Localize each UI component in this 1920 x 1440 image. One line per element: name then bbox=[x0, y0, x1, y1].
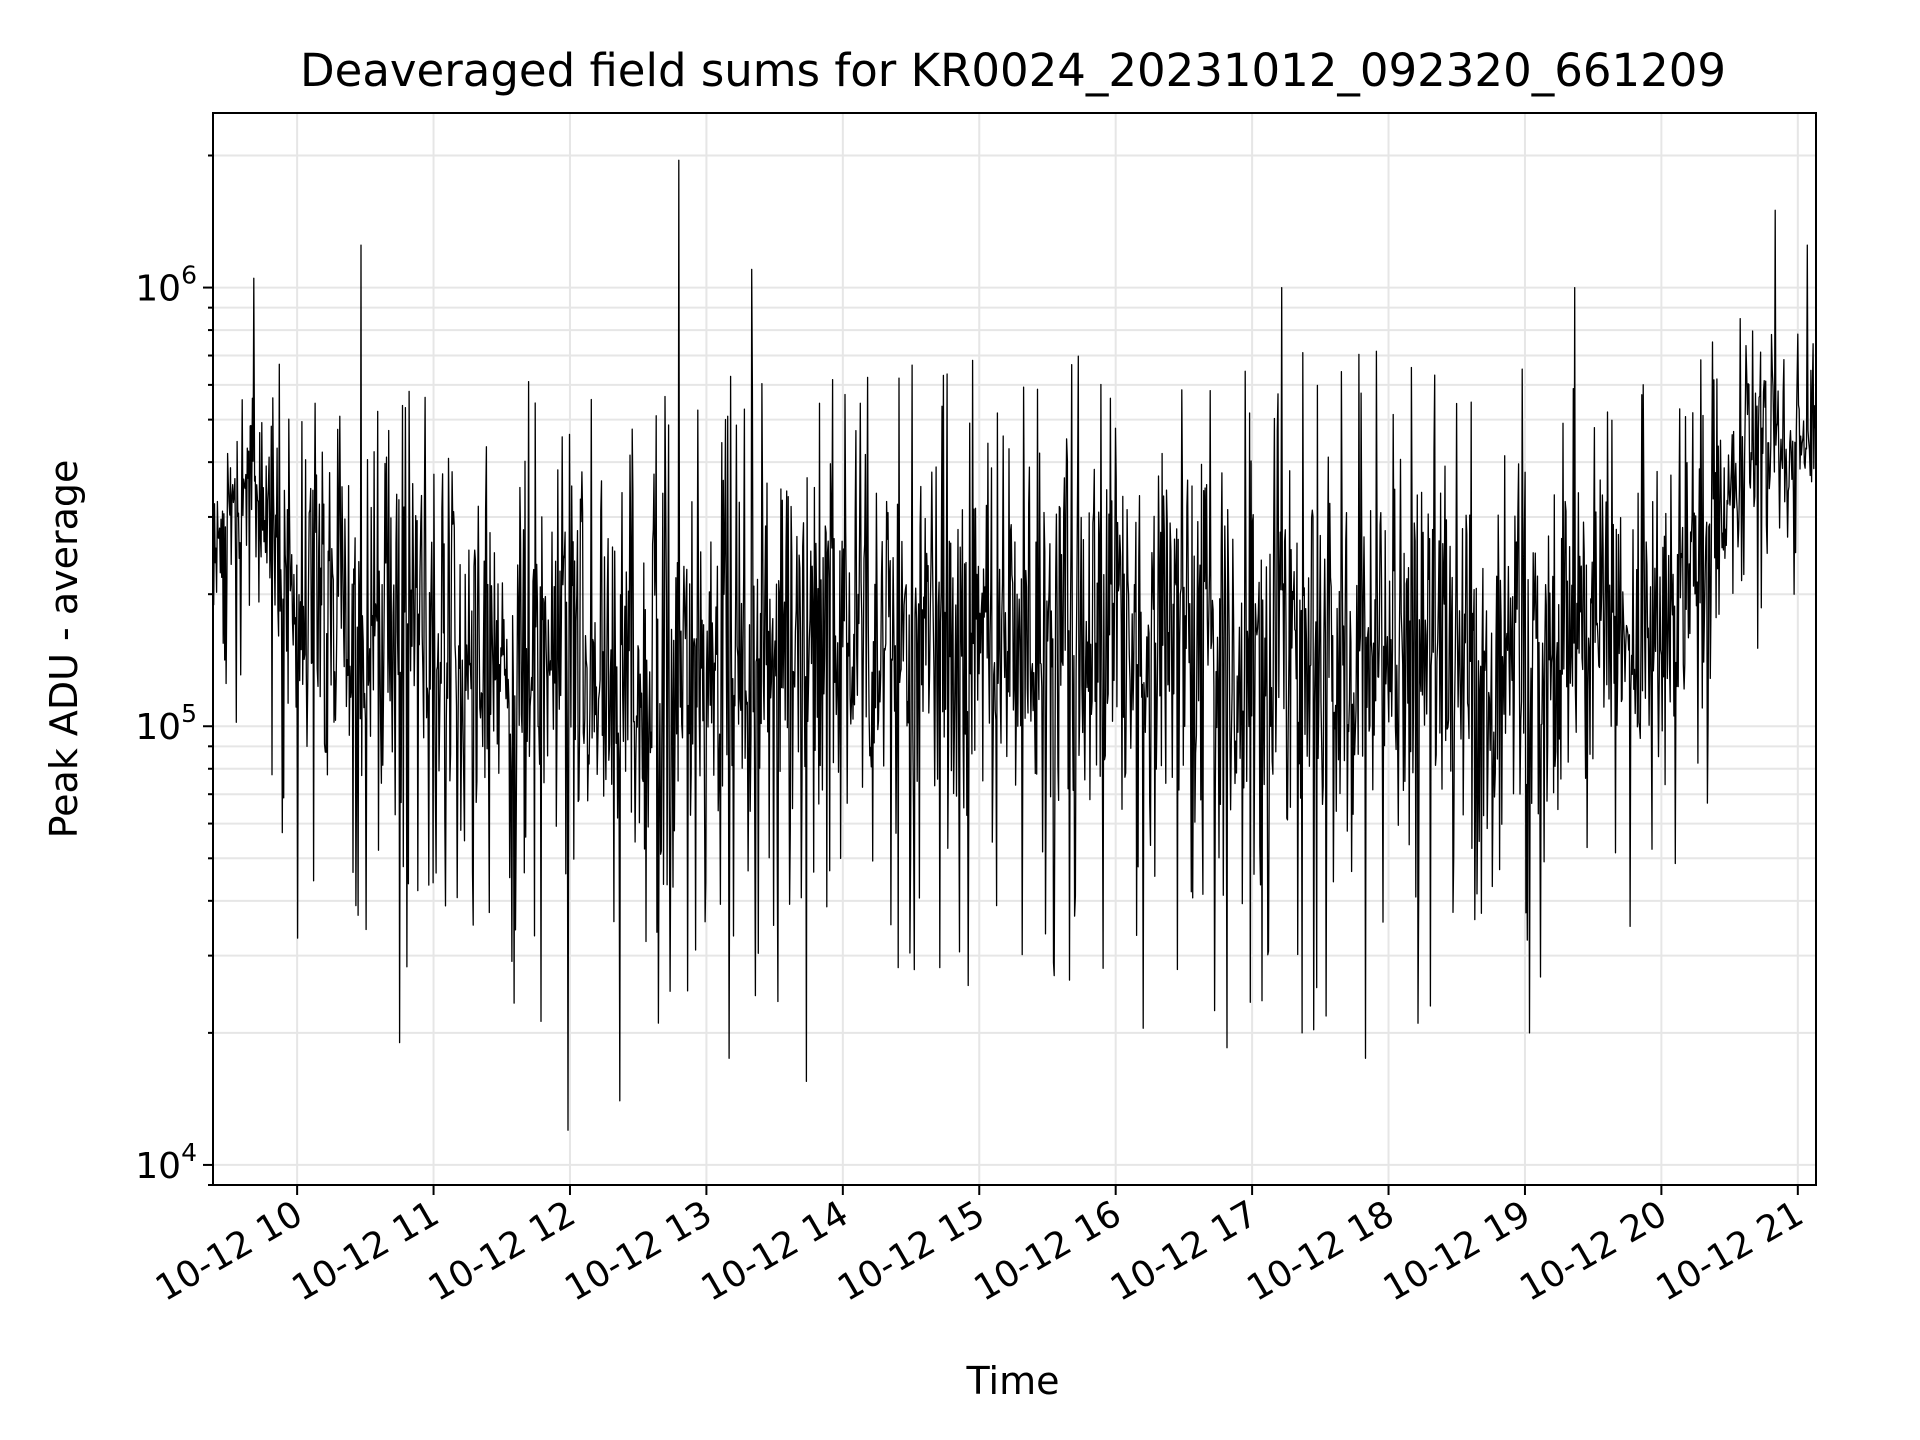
chart-title: Deaveraged field sums for KR0024_2023101… bbox=[300, 44, 1726, 97]
data-line-layer bbox=[212, 159, 1817, 1131]
x-axis-label: Time bbox=[966, 1359, 1060, 1403]
series-line bbox=[212, 159, 1817, 1131]
y-tick-label: 105 bbox=[135, 699, 197, 748]
plot-frame bbox=[212, 112, 1817, 1186]
y-axis-label: Peak ADU - average bbox=[42, 460, 86, 839]
y-tick-label: 104 bbox=[135, 1138, 197, 1187]
y-tick-label: 106 bbox=[135, 261, 197, 310]
